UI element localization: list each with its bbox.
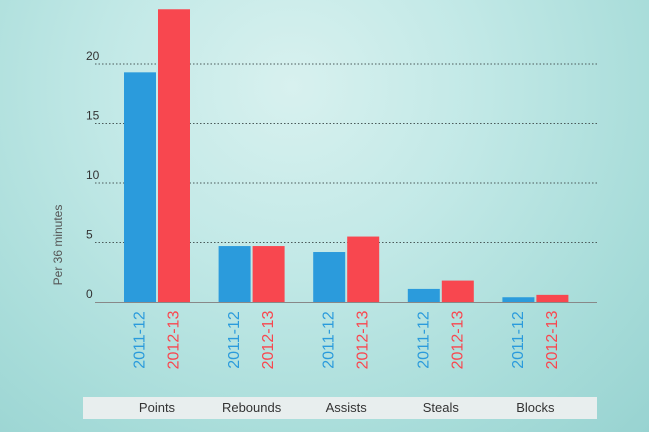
category-label-steals: Steals (422, 400, 459, 415)
y-tick-label: 5 (86, 228, 93, 242)
category-strip: Points Rebounds Assists Steals Blocks (83, 397, 597, 419)
season-labels: 2011-12 2012-13 2011-12 2012-13 2011-12 2012-… (132, 311, 561, 370)
bar-points-2012-13 (158, 9, 190, 302)
bar-steals-2012-13 (441, 280, 474, 302)
season-label: 2012-13 (260, 311, 277, 370)
y-tick-label: 10 (86, 168, 100, 182)
category-label-blocks: Blocks (516, 400, 555, 415)
y-tick-label: 0 (86, 287, 93, 301)
y-tick-label: 20 (86, 49, 100, 63)
season-label: 2011-12 (415, 311, 432, 369)
y-tick-label: 15 (86, 109, 100, 123)
season-label: 2012-13 (166, 311, 183, 370)
season-label: 2012-13 (544, 311, 561, 370)
bar-blocks-2012-13 (536, 294, 569, 302)
season-label: 2012-13 (449, 311, 466, 370)
category-label-rebounds: Rebounds (221, 400, 282, 415)
bar-assists-2012-13 (347, 236, 380, 302)
season-label: 2012-13 (355, 311, 372, 370)
bar-rebounds-2012-13 (252, 246, 285, 302)
season-label: 2011-12 (132, 311, 149, 369)
season-label: 2011-12 (510, 311, 527, 369)
y-axis-label: Per 36 minutes (51, 204, 65, 286)
category-label-assists: Assists (325, 400, 367, 415)
season-label: 2011-12 (226, 311, 243, 369)
bar-points-2011-12 (124, 72, 156, 302)
bar-rebounds-2011-12 (218, 246, 251, 302)
season-label: 2011-12 (321, 311, 338, 369)
bar-assists-2011-12 (313, 252, 346, 302)
y-tick-labels: 0 5 10 15 20 (86, 49, 100, 301)
bar-steals-2011-12 (407, 288, 440, 302)
bars (124, 9, 569, 302)
category-label-points: Points (138, 400, 176, 415)
bar-blocks-2011-12 (502, 297, 535, 302)
